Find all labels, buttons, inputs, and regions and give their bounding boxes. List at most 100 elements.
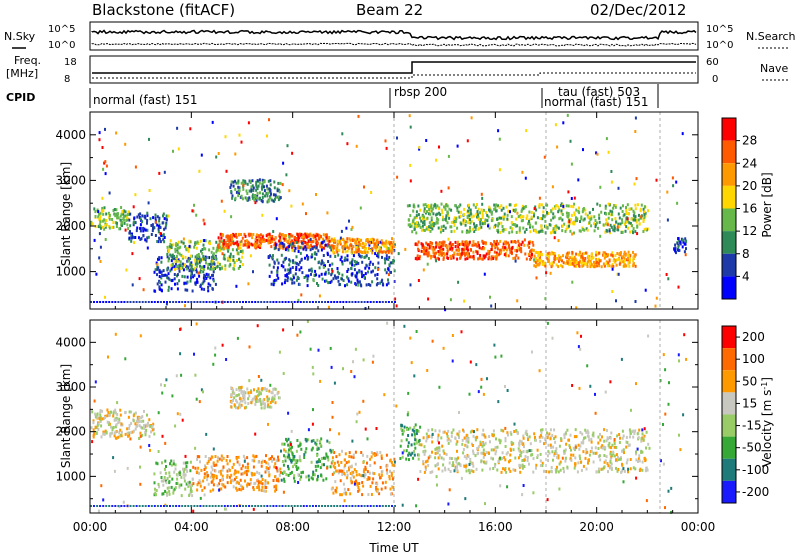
power-echo-cell <box>282 246 285 250</box>
velocity-echo-cell <box>346 470 348 473</box>
velocity-echo-cell <box>467 440 470 444</box>
power-echo-cell <box>243 179 246 183</box>
velocity-echo-cell <box>582 439 585 443</box>
velocity-echo-cell <box>476 428 479 432</box>
power-echo-cell <box>479 219 482 223</box>
power-echo-cell <box>618 252 621 256</box>
velocity-echo-cell <box>476 447 479 451</box>
velocity-echo-cell <box>621 463 624 467</box>
velocity-echo-cell <box>268 389 271 393</box>
power-echo-cell <box>187 257 190 261</box>
power-echo-cell <box>409 223 412 227</box>
velocity-echo-cell <box>272 457 275 461</box>
velocity-echo-cell <box>119 428 122 432</box>
power-echo-cell <box>293 241 296 245</box>
power-echo-cell <box>488 205 491 209</box>
velocity-echo-cell <box>414 438 417 442</box>
power-echo-cell <box>315 244 318 247</box>
power-echo-cell <box>159 281 162 285</box>
power-echo-cell <box>573 258 576 261</box>
power-echo-cell <box>268 239 271 243</box>
power-echo-cell <box>515 217 518 221</box>
power-echo-cell <box>230 189 233 193</box>
velocity-echo-cell <box>251 397 254 401</box>
power-scatter-cell <box>387 246 390 250</box>
power-scatter-cell <box>370 191 373 194</box>
power-echo-cell <box>685 247 687 251</box>
power-scatter-cell <box>282 161 285 165</box>
power-echo-cell <box>614 254 617 258</box>
velocity-echo-cell <box>245 473 248 477</box>
velocity-echo-cell <box>629 458 632 461</box>
velocity-echo-cell <box>555 447 558 451</box>
velocity-echo-cell <box>274 387 277 391</box>
power-echo-cell <box>602 253 605 257</box>
power-scatter-cell <box>684 253 687 257</box>
power-echo-cell <box>519 215 522 219</box>
power-echo-cell <box>393 269 396 273</box>
velocity-echo-cell <box>295 461 298 465</box>
power-echo-cell <box>514 223 517 227</box>
power-echo-cell <box>288 263 291 267</box>
power-echo-cell <box>363 276 366 279</box>
power-ground-cell <box>184 301 187 303</box>
velocity-echo-cell <box>563 470 565 474</box>
power-echo-cell <box>621 218 623 222</box>
power-echo-cell <box>359 242 362 246</box>
velocity-echo-cell <box>161 492 164 496</box>
power-echo-cell <box>261 192 264 196</box>
power-echo-cell <box>216 261 219 265</box>
power-echo-cell <box>282 245 285 248</box>
velocity-echo-cell <box>504 468 506 472</box>
velocity-echo-cell <box>277 477 280 481</box>
velocity-echo-cell <box>348 465 351 469</box>
power-echo-cell <box>202 280 205 284</box>
power-echo-cell <box>586 260 589 264</box>
power-scatter-cell <box>272 230 275 233</box>
power-ground-cell <box>178 301 181 303</box>
power-echo-cell <box>544 261 546 265</box>
power-echo-cell <box>300 258 303 262</box>
velocity-echo-cell <box>334 488 337 492</box>
velocity-echo-cell <box>280 449 282 453</box>
velocity-echo-cell <box>436 449 439 453</box>
power-echo-cell <box>492 255 495 259</box>
power-echo-cell <box>161 273 164 277</box>
velocity-echo-cell <box>166 486 169 490</box>
power-ground-cell <box>357 301 360 303</box>
power-ground-cell <box>123 301 126 303</box>
velocity-echo-cell <box>384 486 387 490</box>
velocity-echo-cell <box>413 435 416 439</box>
power-echo-cell <box>510 252 513 256</box>
power-echo-cell <box>207 266 209 270</box>
velocity-echo-cell <box>182 467 184 471</box>
power-echo-cell <box>351 247 354 251</box>
power-echo-cell <box>355 275 358 279</box>
power-scatter-cell <box>409 163 412 167</box>
power-echo-cell <box>232 258 235 262</box>
power-echo-cell <box>181 274 184 278</box>
velocity-echo-cell <box>434 429 437 433</box>
power-echo-cell <box>436 204 439 208</box>
velocity-echo-cell <box>173 487 176 491</box>
velocity-echo-cell <box>385 468 388 472</box>
power-echo-cell <box>603 253 606 257</box>
velocity-echo-cell <box>518 449 521 453</box>
velocity-echo-cell <box>120 422 123 426</box>
power-echo-cell <box>437 207 440 211</box>
power-echo-cell <box>550 252 553 256</box>
velocity-echo-cell <box>628 443 631 447</box>
power-echo-cell <box>346 283 349 287</box>
velocity-echo-cell <box>599 458 602 462</box>
velocity-echo-cell <box>257 481 260 485</box>
velocity-echo-cell <box>401 432 404 436</box>
velocity-echo-cell <box>101 409 104 413</box>
power-echo-cell <box>588 262 591 266</box>
power-echo-cell <box>170 267 173 271</box>
velocity-echo-cell <box>628 428 631 432</box>
velocity-echo-cell <box>312 439 315 443</box>
power-echo-cell <box>209 262 212 266</box>
power-echo-cell <box>449 254 452 258</box>
velocity-echo-cell <box>352 470 355 474</box>
power-echo-cell <box>409 224 412 228</box>
